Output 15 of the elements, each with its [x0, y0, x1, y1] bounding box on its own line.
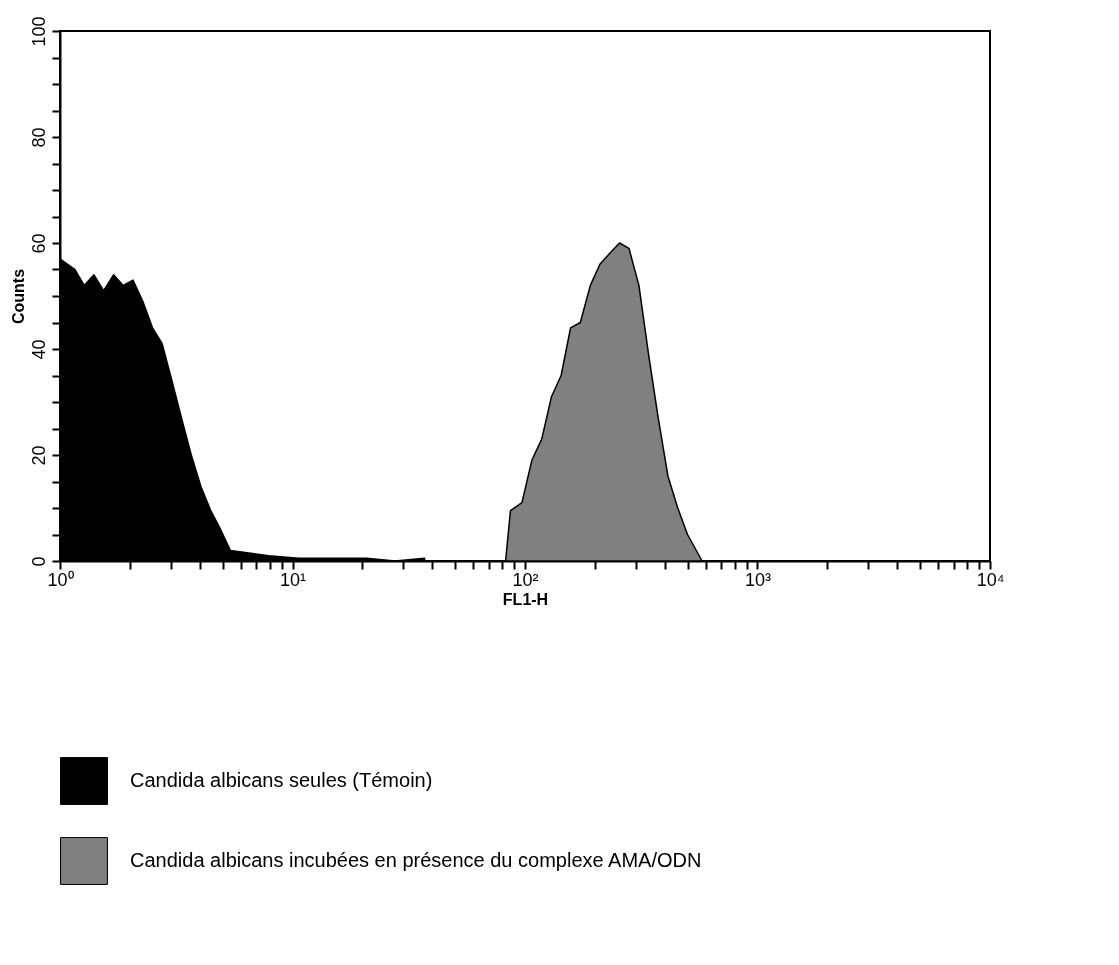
x-tick-label: 10² [512, 569, 539, 590]
y-axis-title: Counts [9, 268, 27, 325]
y-tick-label: 0 [28, 556, 49, 567]
y-tick-label: 100 [28, 16, 49, 47]
x-tick-label: 10⁴ [976, 569, 1005, 590]
y-tick-label: 20 [28, 445, 49, 466]
x-tick-label: 10³ [744, 569, 772, 590]
x-tick-label: 10¹ [279, 569, 307, 590]
y-tick-label: 40 [28, 339, 49, 360]
legend-label: Candida albicans seules (Témoin) [130, 769, 433, 791]
legend-label: Candida albicans incubées en présence du complexe AMA/ODN [130, 849, 702, 871]
x-tick-label: 10⁰ [47, 569, 74, 590]
x-axis-title: FL1-H [502, 590, 549, 608]
y-tick-label: 80 [28, 127, 49, 148]
y-tick-label: 60 [28, 233, 49, 254]
